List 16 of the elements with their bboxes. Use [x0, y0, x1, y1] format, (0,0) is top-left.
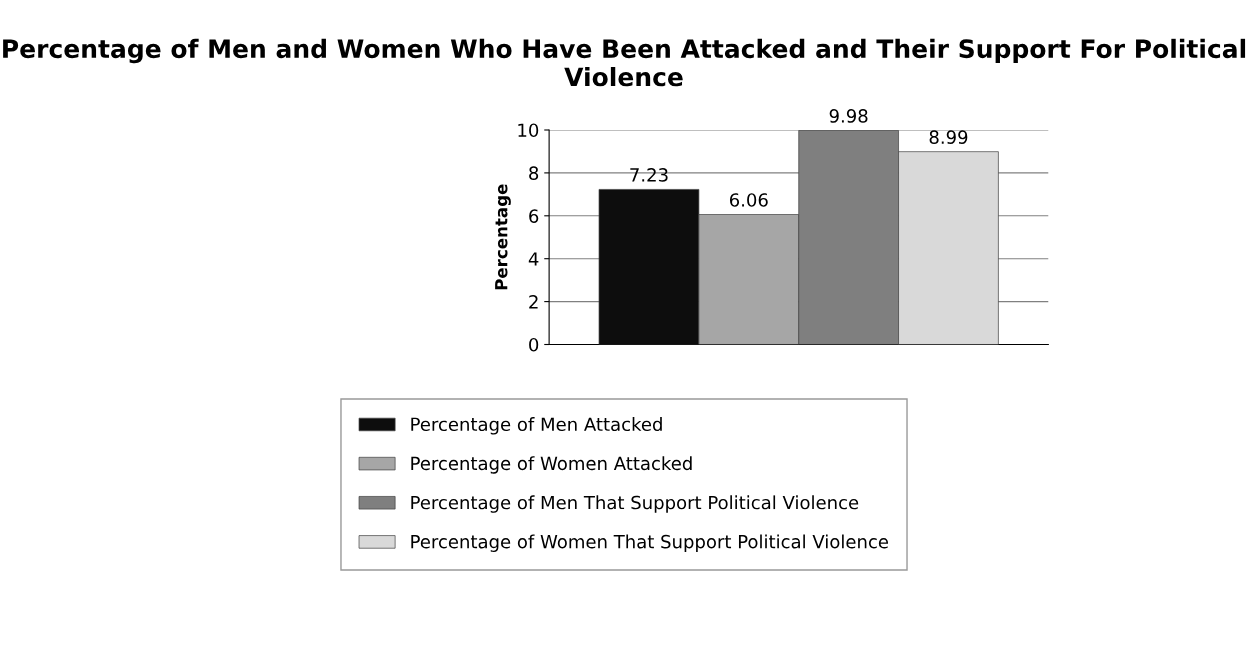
data-label: 8.99: [929, 130, 968, 144]
legend-label: Percentage of Men That Support Political Violence: [411, 495, 859, 513]
y-tick-label: 8: [529, 166, 539, 181]
legend-label: Percentage of Women Attacked: [411, 456, 692, 474]
data-label: 6.06: [729, 193, 768, 207]
y-tick-label: 6: [529, 209, 539, 223]
y-axis-title: Percentage: [495, 184, 511, 290]
legend-label: Percentage of Women That Support Political Violence: [411, 534, 889, 552]
y-tick-label: 10: [518, 123, 539, 138]
y-tick-label: 2: [529, 295, 538, 309]
legend-label: Percentage of Men Attacked: [411, 417, 662, 435]
y-tick-label: 0: [529, 337, 539, 352]
y-tick-label: 4: [528, 252, 539, 266]
data-label: 9.98: [829, 109, 868, 123]
data-label: 7.23: [630, 168, 668, 182]
chart-title: Percentage of Men and Women Who Have Been Attacked and Their Support For Political Violence: [3, 38, 1246, 87]
